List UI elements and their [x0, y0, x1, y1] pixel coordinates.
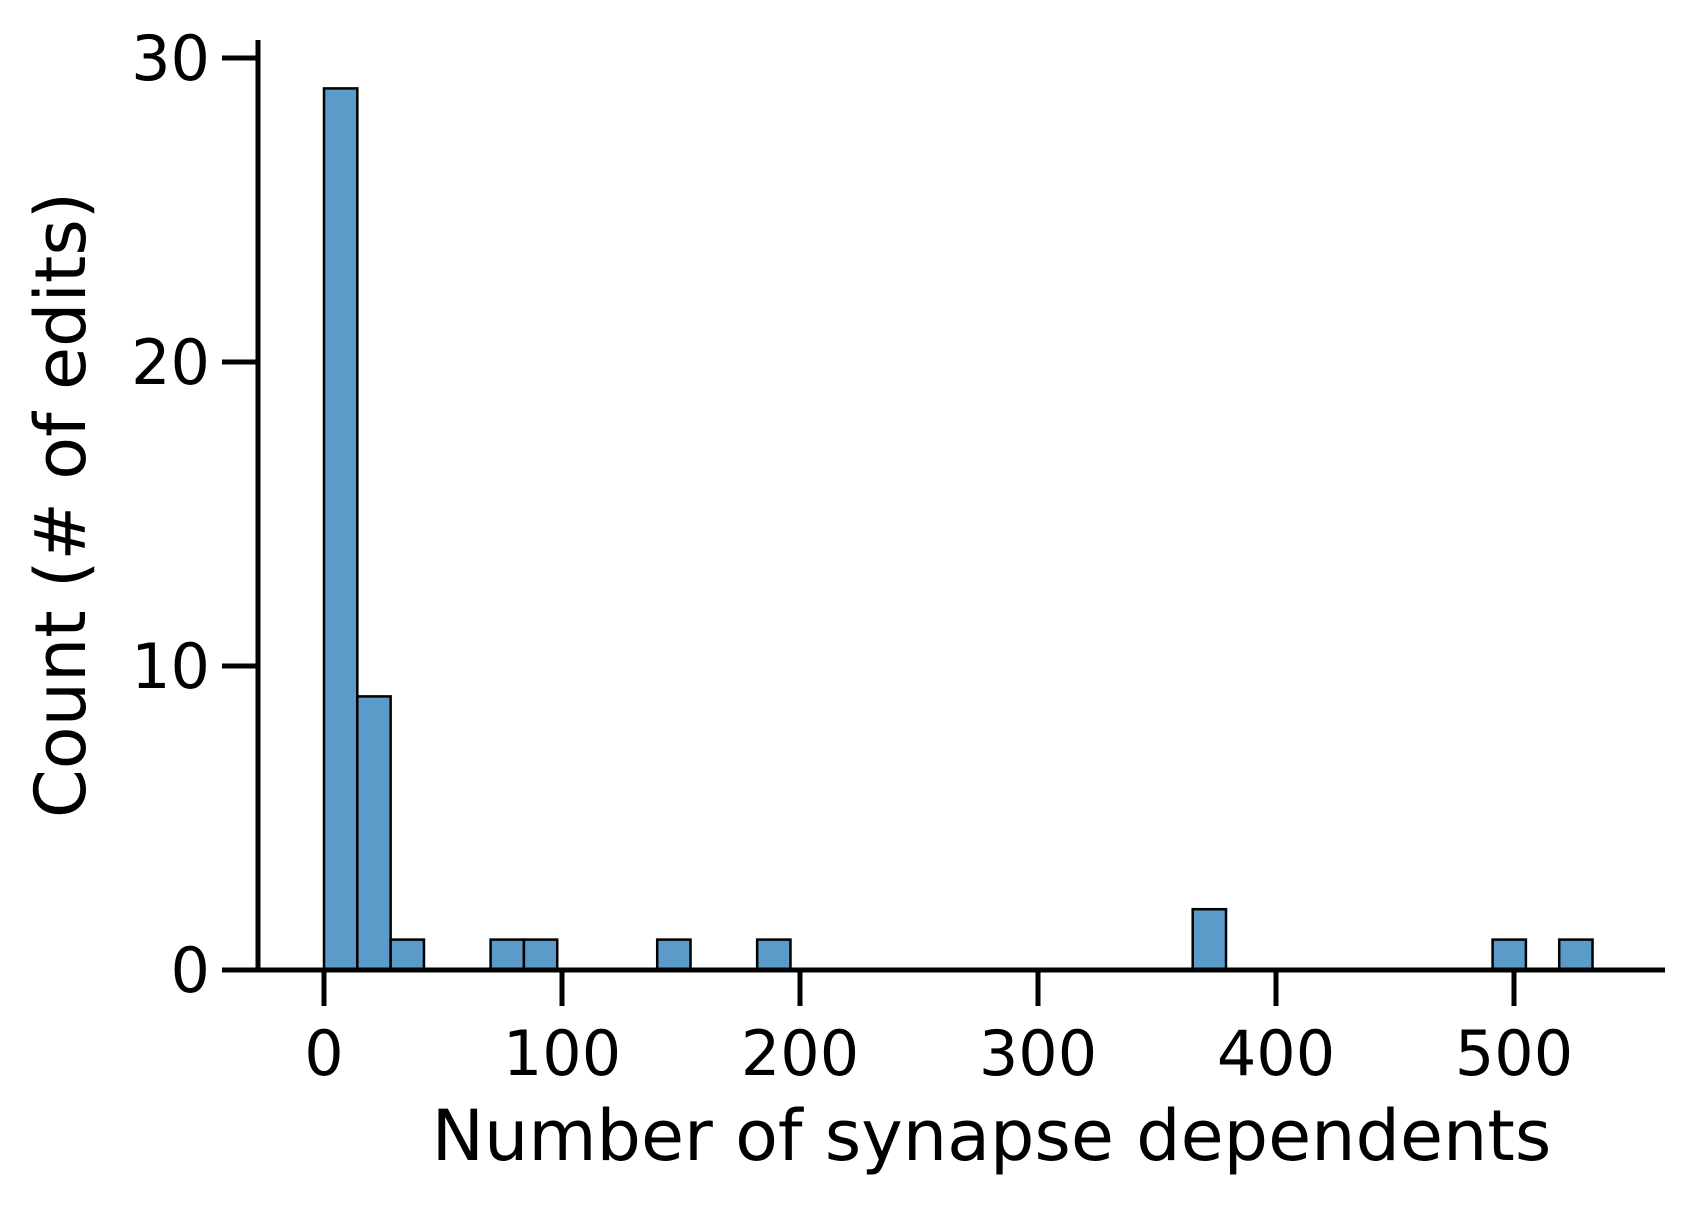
axes [255, 40, 1665, 973]
histogram-bar-1 [356, 695, 392, 972]
histogram-bar-4 [522, 938, 559, 972]
y-tick-label-30: 30 [131, 22, 210, 95]
y-axis-label: Count (# of edits) [20, 192, 102, 818]
y-tick-label-20: 20 [131, 326, 210, 399]
x-tick-label-300: 300 [979, 1017, 1097, 1090]
y-tick-label-10: 10 [131, 630, 210, 703]
histogram-bars [322, 87, 1594, 972]
histogram-bar-8 [1491, 938, 1528, 972]
histogram-bar-3 [489, 938, 526, 972]
x-tick-label-400: 400 [1217, 1017, 1335, 1090]
histogram-bar-0 [322, 87, 359, 972]
x-axis-label: Number of synapse dependents [432, 1095, 1552, 1177]
histogram-bar-6 [755, 938, 792, 972]
histogram-bar-7 [1191, 907, 1228, 972]
histogram-bar-2 [389, 938, 426, 972]
x-tick-label-0: 0 [304, 1017, 343, 1090]
x-tick-label-100: 100 [503, 1017, 621, 1090]
x-tick-label-500: 500 [1455, 1017, 1573, 1090]
y-tick-label-0: 0 [171, 934, 210, 1007]
histogram-bar-5 [655, 938, 692, 972]
x-tick-label-200: 200 [741, 1017, 859, 1090]
histogram-bar-9 [1557, 938, 1594, 972]
